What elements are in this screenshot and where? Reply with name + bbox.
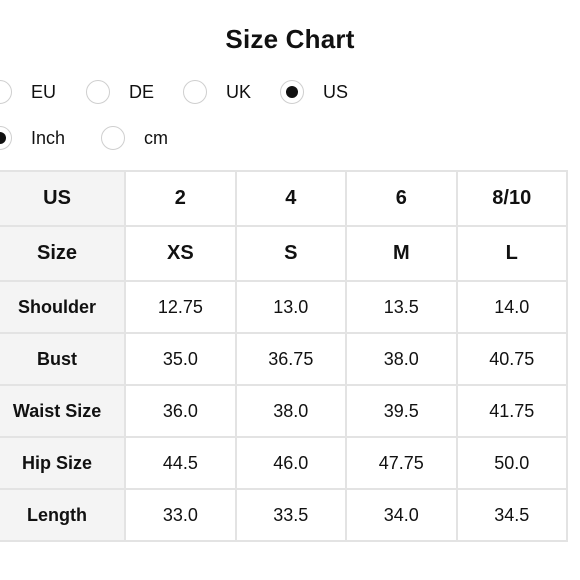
table-cell: 34.0 — [345, 488, 458, 542]
table-header-row-us: US 2 4 6 8/10 — [0, 170, 569, 227]
radio-label-us: US — [323, 81, 349, 102]
table-header-row-size: Size XS S M L — [0, 225, 569, 282]
table-cell: 38.0 — [234, 384, 348, 438]
row-label: Shoulder — [0, 280, 127, 334]
table-cell: M — [345, 225, 458, 282]
table-cell: 38.0 — [345, 332, 458, 386]
table-row: Length 33.0 33.5 34.0 34.5 — [0, 488, 569, 542]
table-row: Waist Size 36.0 38.0 39.5 41.75 — [0, 384, 569, 438]
row-label: Bust — [0, 332, 127, 386]
table-cell: 12.75 — [124, 280, 237, 334]
radio-circle-icon[interactable] — [183, 80, 207, 104]
table-row: Hip Size 44.5 46.0 47.75 50.0 — [0, 436, 569, 490]
radio-us[interactable]: US — [280, 79, 348, 105]
table-cell: 47.75 — [345, 436, 458, 490]
row-label: Size — [0, 225, 127, 282]
radio-label-cm: cm — [144, 127, 168, 148]
radio-uk[interactable]: UK — [183, 79, 251, 105]
radio-circle-icon[interactable] — [280, 80, 304, 104]
table-row: Bust 35.0 36.75 38.0 40.75 — [0, 332, 569, 386]
table-cell: 35.0 — [124, 332, 237, 386]
table-cell: 40.75 — [455, 332, 569, 386]
radio-inch[interactable]: Inch — [0, 125, 65, 151]
table-cell: 8/10 — [455, 170, 569, 227]
row-label: Length — [0, 488, 127, 542]
table-cell: 36.75 — [234, 332, 348, 386]
radio-label-eu: EU — [31, 81, 57, 102]
table-cell: 13.5 — [345, 280, 458, 334]
table-cell: 41.75 — [455, 384, 569, 438]
radio-label-inch: Inch — [31, 127, 66, 148]
table-cell: 14.0 — [455, 280, 569, 334]
table-cell: 46.0 — [234, 436, 348, 490]
radio-circle-icon[interactable] — [86, 80, 110, 104]
table-cell: 6 — [345, 170, 458, 227]
table-cell: 33.5 — [234, 488, 348, 542]
table-cell: 2 — [124, 170, 237, 227]
table-row: Shoulder 12.75 13.0 13.5 14.0 — [0, 280, 569, 334]
table-cell: 13.0 — [234, 280, 348, 334]
table-cell: S — [234, 225, 348, 282]
table-cell: 34.5 — [455, 488, 569, 542]
radio-circle-icon[interactable] — [101, 126, 125, 150]
row-label: Waist Size — [0, 384, 127, 438]
table-cell: 44.5 — [124, 436, 237, 490]
radio-label-uk: UK — [226, 81, 252, 102]
table-cell: 33.0 — [124, 488, 237, 542]
table-cell: 39.5 — [345, 384, 458, 438]
table-cell: 36.0 — [124, 384, 237, 438]
table-cell: 4 — [234, 170, 348, 227]
radio-label-de: DE — [129, 81, 155, 102]
radio-circle-icon[interactable] — [0, 126, 12, 150]
row-label: Hip Size — [0, 436, 127, 490]
radio-de[interactable]: DE — [86, 79, 154, 105]
size-table: US 2 4 6 8/10 Size XS S M L Shoulder 12.… — [0, 170, 569, 542]
table-cell: L — [455, 225, 569, 282]
table-cell: XS — [124, 225, 237, 282]
page-title: Size Chart — [225, 24, 355, 54]
row-label: US — [0, 170, 127, 227]
table-cell: 50.0 — [455, 436, 569, 490]
radio-eu[interactable]: EU — [0, 79, 56, 105]
radio-cm[interactable]: cm — [101, 125, 168, 151]
radio-circle-icon[interactable] — [0, 80, 12, 104]
